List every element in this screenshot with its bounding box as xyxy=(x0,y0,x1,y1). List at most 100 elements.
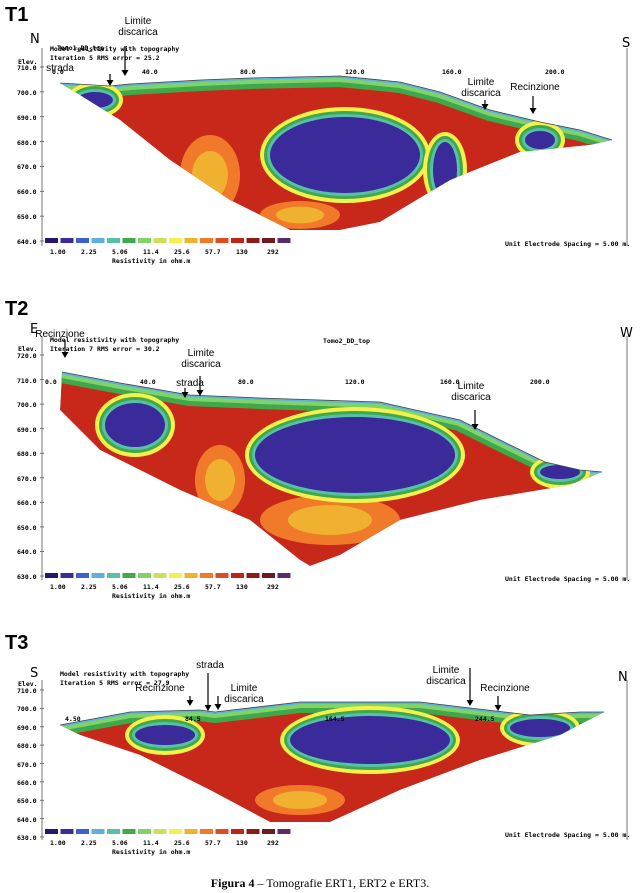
elevation-tick: 710.0 xyxy=(17,64,37,72)
electrode-spacing: Unit Electrode Spacing = 5.00 m. xyxy=(505,240,631,248)
section-zone xyxy=(290,716,450,764)
caption-text: – Tomografie ERT1, ERT2 e ERT3. xyxy=(257,876,430,890)
legend-value: 25.6 xyxy=(174,248,190,256)
annotation: Limite discarica xyxy=(224,683,264,705)
panel-label: T3 xyxy=(5,632,29,654)
topography-line xyxy=(59,701,604,726)
legend-value: 130 xyxy=(236,583,248,591)
distance-tick: 200.0 xyxy=(545,68,565,76)
legend-swatch xyxy=(231,573,244,578)
iteration-info: Iteration 5 RMS error = 27.9 xyxy=(60,679,170,687)
distance-tick: 200.0 xyxy=(530,378,550,386)
legend-swatch xyxy=(138,829,151,834)
elevation-tick: 660.0 xyxy=(17,778,37,787)
elevation-tick: 700.0 xyxy=(17,88,37,97)
legend-swatch xyxy=(107,829,120,834)
section-zone xyxy=(77,92,113,108)
annotation-arrowhead xyxy=(186,700,194,706)
annotation: Recinzione xyxy=(480,683,530,694)
legend-value: 11.4 xyxy=(143,839,159,847)
legend-swatch xyxy=(91,829,105,834)
elevation-tick: 650.0 xyxy=(17,797,37,806)
legend-value: 25.6 xyxy=(174,839,190,847)
section-zone xyxy=(276,206,324,224)
resistivity-section xyxy=(60,372,602,566)
elevation-tick: 630.0 xyxy=(17,573,37,581)
elevation-tick: 660.0 xyxy=(17,188,37,197)
elevation-tick: 720.0 xyxy=(17,352,37,360)
distance-tick: 160.0 xyxy=(442,68,462,76)
elevation-tick: 690.0 xyxy=(17,723,37,732)
legend-swatch xyxy=(277,573,291,578)
legend-value: 130 xyxy=(236,839,248,847)
annotation-arrowhead xyxy=(214,704,222,710)
electrode-spacing: Unit Electrode Spacing = 5.00 m. xyxy=(505,575,631,583)
annotation-arrowhead xyxy=(481,104,489,110)
section-title: Tomo2_DD_top xyxy=(323,337,370,345)
legend-swatch xyxy=(200,829,213,834)
annotation-arrowhead xyxy=(204,705,212,711)
legend-swatch xyxy=(246,238,260,243)
model-title: Model resistivity with topography xyxy=(50,45,180,53)
legend-swatch xyxy=(169,829,182,834)
legend-swatch xyxy=(246,829,260,834)
section-zone xyxy=(510,719,570,737)
elevation-tick: 690.0 xyxy=(17,425,37,434)
section-zone xyxy=(255,417,455,493)
distance-tick: 160.0 xyxy=(440,378,460,386)
legend-swatch xyxy=(76,238,89,243)
legend-swatch xyxy=(60,238,74,243)
legend-swatch xyxy=(169,238,182,243)
elevation-tick: 640.0 xyxy=(17,548,37,557)
distance-tick: 40.0 xyxy=(140,378,156,386)
panel-label: T2 xyxy=(5,298,29,320)
direction-right: W xyxy=(620,326,633,341)
legend-value: 5.06 xyxy=(112,839,128,847)
elevation-tick: 650.0 xyxy=(17,213,37,222)
annotation: Limite discarica xyxy=(451,381,491,403)
elevation-tick: 660.0 xyxy=(17,499,37,508)
annotation: Recinzione xyxy=(35,329,85,340)
distance-tick: 80.0 xyxy=(240,68,256,76)
legend-swatch xyxy=(45,829,58,834)
elevation-tick: 640.0 xyxy=(17,238,37,246)
elevation-tick: 680.0 xyxy=(17,742,37,751)
legend-swatch xyxy=(184,829,198,834)
model-title: Model resistivity with topography xyxy=(60,670,190,678)
annotation: Limite discarica xyxy=(426,665,466,687)
elevation-tick: 690.0 xyxy=(17,113,37,122)
elevation-tick: 670.0 xyxy=(17,760,37,769)
legend-swatch xyxy=(138,573,151,578)
legend-swatch xyxy=(215,238,229,243)
legend-swatch xyxy=(91,573,105,578)
distance-tick: 80.0 xyxy=(238,378,254,386)
elevation-tick: 630.0 xyxy=(17,834,37,842)
section-zone xyxy=(433,142,457,198)
model-title: Model resistivity with topography xyxy=(50,336,180,344)
distance-tick: 120.0 xyxy=(345,378,365,386)
annotation-arrowhead xyxy=(106,80,114,86)
legend-value: 1.00 xyxy=(50,248,66,256)
elevation-tick: 640.0 xyxy=(17,815,37,824)
legend-swatch xyxy=(91,238,105,243)
legend-swatch xyxy=(231,238,244,243)
legend-swatch xyxy=(277,829,291,834)
distance-tick: 84.5 xyxy=(185,715,201,723)
direction-right: S xyxy=(622,36,631,51)
legend-swatch xyxy=(262,829,275,834)
elevation-tick: 700.0 xyxy=(17,705,37,714)
legend-swatch xyxy=(153,829,167,834)
legend-value: 292 xyxy=(267,839,279,847)
legend-swatch xyxy=(200,238,213,243)
legend-swatch xyxy=(246,573,260,578)
elevation-tick: 710.0 xyxy=(17,687,37,695)
annotation-arrowhead xyxy=(196,390,204,396)
elevation-tick: 680.0 xyxy=(17,138,37,147)
legend-value: 57.7 xyxy=(205,583,221,591)
annotation-arrowhead xyxy=(121,70,129,76)
annotation: strada xyxy=(196,660,224,671)
annotation-arrowhead xyxy=(494,705,502,711)
legend-value: 2.25 xyxy=(81,248,97,256)
legend-swatch xyxy=(138,238,151,243)
